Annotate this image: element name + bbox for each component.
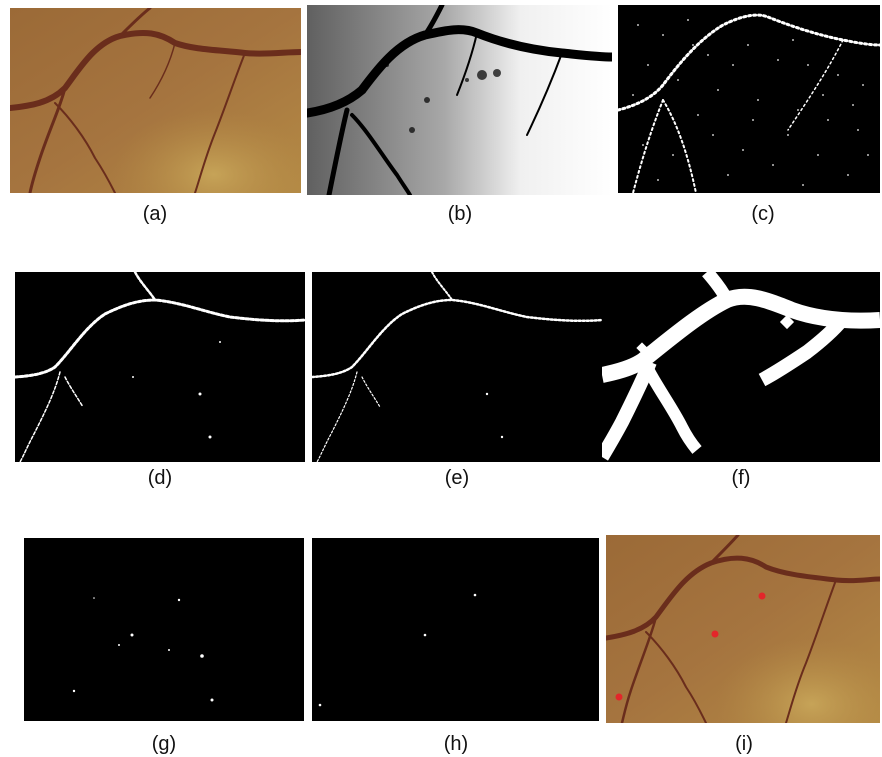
panel-g-image <box>24 538 304 721</box>
vessel-segment-mask-d <box>15 272 305 462</box>
vessel-segment-mask-e <box>312 272 602 462</box>
vessel-dilated-mask <box>602 272 880 462</box>
panel-g-caption: (g) <box>151 733 177 755</box>
panel-f-caption: (f) <box>731 467 751 489</box>
lesion-markers <box>615 592 766 701</box>
panel-b-caption: (b) <box>447 203 473 225</box>
annotated-fundus-image <box>606 535 880 723</box>
candidate-lesion-mask <box>24 538 304 721</box>
panel-i-caption: (i) <box>735 733 753 755</box>
panel-a-image <box>10 8 301 193</box>
panel-h-caption: (h) <box>443 733 469 755</box>
lesion-marker <box>711 630 719 638</box>
panel-h-image <box>312 538 599 721</box>
panel-e-image <box>312 272 602 462</box>
panel-f-image <box>602 272 880 462</box>
lesion-marker <box>758 592 766 600</box>
detected-lesion-mask <box>312 538 599 721</box>
panel-d-image <box>15 272 305 462</box>
lesion-marker <box>615 693 623 701</box>
fundus-image <box>10 8 301 193</box>
noise-dots <box>632 19 869 186</box>
panel-e-caption: (e) <box>444 467 470 489</box>
panel-d-caption: (d) <box>147 467 173 489</box>
panel-c-image <box>618 5 880 193</box>
enhanced-grayscale-image <box>307 5 612 195</box>
vessel-candidate-image <box>618 5 880 193</box>
panel-i-image <box>606 535 880 723</box>
panel-c-caption: (c) <box>751 203 775 225</box>
panel-a-caption: (a) <box>142 203 168 225</box>
panel-b-image <box>307 5 612 195</box>
